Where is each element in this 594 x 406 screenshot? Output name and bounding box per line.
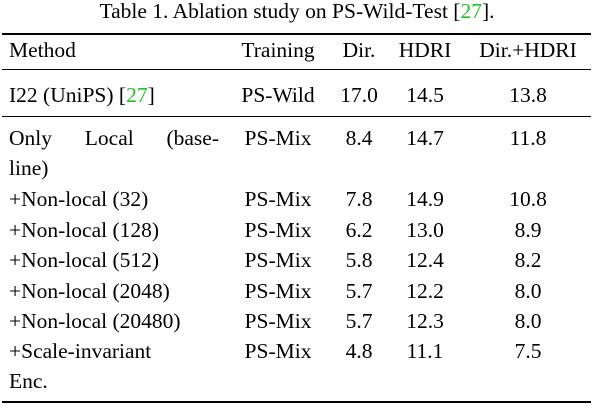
training-cell: PS-Mix — [244, 248, 312, 272]
hdri-cell: 14.5 — [406, 83, 444, 107]
hdri-cell: 14.9 — [406, 187, 444, 211]
hdri-cell: 12.2 — [406, 279, 444, 303]
training-cell: PS-Mix — [244, 279, 312, 303]
dir-hdri-cell: 8.0 — [514, 279, 542, 303]
method-citation-link[interactable]: 27 — [126, 83, 148, 107]
top-rule — [2, 33, 591, 35]
training-cell: PS-Mix — [244, 218, 312, 242]
table-caption: Table 1. Ablation study on PS-Wild-Test … — [0, 0, 594, 26]
method-cell-line1: Only Local (base- — [9, 126, 219, 150]
method-cell: +Non-local (512) — [9, 248, 160, 272]
dir-hdri-cell: 13.8 — [509, 83, 547, 107]
dir-cell: 6.2 — [345, 218, 373, 242]
dir-cell: 5.7 — [345, 279, 373, 303]
hdri-cell: 11.1 — [406, 339, 444, 363]
method-cell: +Non-local (128) — [9, 218, 160, 242]
method-cell-line1: +Scale-invariant — [9, 339, 152, 363]
dir-hdri-cell: 10.8 — [509, 187, 547, 211]
hdri-cell: 12.4 — [406, 248, 444, 272]
method-cell-line2: line) — [9, 156, 49, 180]
dir-cell: 5.8 — [345, 248, 373, 272]
column-header-training: Training — [241, 38, 315, 62]
method-cell: I22 (UniPS) [27] — [9, 83, 155, 107]
column-header-dir-hdri: Dir.+HDRI — [479, 38, 577, 62]
column-header-hdri: HDRI — [398, 38, 452, 62]
dir-cell: 7.8 — [345, 187, 373, 211]
caption-citation-link[interactable]: 27 — [460, 0, 482, 23]
method-cell: +Non-local (2048) — [9, 279, 170, 303]
training-cell: PS-Mix — [244, 126, 312, 150]
dir-cell: 4.8 — [345, 339, 373, 363]
column-header-dir: Dir. — [342, 38, 376, 62]
caption-text: Table 1. Ablation study on PS-Wild-Test … — [99, 0, 461, 23]
dir-hdri-cell: 11.8 — [509, 126, 547, 150]
training-cell: PS-Mix — [244, 187, 312, 211]
dir-cell: 8.4 — [345, 126, 373, 150]
method-cell-line2: Enc. — [9, 369, 48, 393]
dir-cell: 5.7 — [345, 309, 373, 333]
method-cell: +Non-local (20480) — [9, 309, 181, 333]
bottom-rule — [2, 401, 591, 403]
training-cell: PS-Wild — [241, 83, 315, 107]
dir-hdri-cell: 7.5 — [514, 339, 542, 363]
method-cell: +Non-local (32) — [9, 187, 149, 211]
caption-text-end: ]. — [481, 0, 495, 23]
dir-hdri-cell: 8.2 — [514, 248, 542, 272]
hdri-cell: 12.3 — [406, 309, 444, 333]
column-header-method: Method — [9, 38, 76, 62]
hdri-cell: 14.7 — [406, 126, 444, 150]
training-cell: PS-Mix — [244, 339, 312, 363]
section-rule — [2, 116, 591, 117]
hdri-cell: 13.0 — [406, 218, 444, 242]
dir-hdri-cell: 8.9 — [514, 218, 542, 242]
dir-hdri-cell: 8.0 — [514, 309, 542, 333]
header-rule — [2, 69, 591, 70]
dir-cell: 17.0 — [340, 83, 378, 107]
training-cell: PS-Mix — [244, 309, 312, 333]
